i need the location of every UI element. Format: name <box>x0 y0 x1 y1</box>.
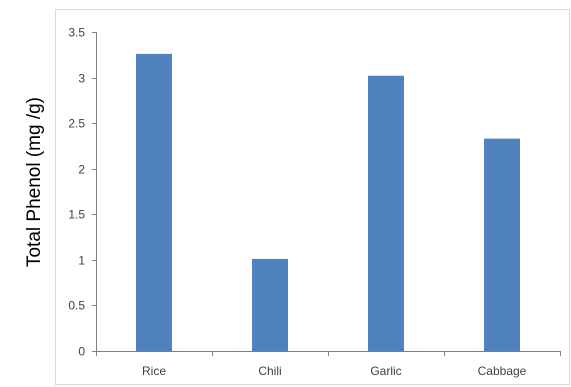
bar-garlic <box>368 75 404 352</box>
y-tick-label: 3.5 <box>68 26 85 40</box>
x-tick-label: Rice <box>142 364 166 378</box>
bar-rice <box>136 53 172 351</box>
ticks-layer: 0 0.5 1 1.5 2 2.5 3 3.5 Rice Chili Garlic Cabbage <box>68 26 561 378</box>
x-tick-label: Cabbage <box>478 364 527 378</box>
x-tick-label: Garlic <box>370 364 401 378</box>
bar-chili <box>252 258 288 351</box>
y-axis-title: Total Phenol (mg /g) <box>24 97 45 267</box>
x-tick-label: Chili <box>258 364 281 378</box>
y-tick-label: 0 <box>78 345 85 359</box>
y-tick-label: 2 <box>78 163 85 177</box>
bar-cabbage <box>484 138 520 351</box>
bars-layer <box>136 53 520 352</box>
y-tick-label: 0.5 <box>68 299 85 313</box>
y-tick-label: 2.5 <box>68 117 85 131</box>
y-tick-label: 1 <box>78 254 85 268</box>
y-tick-label: 3 <box>78 72 85 86</box>
y-tick-label: 1.5 <box>68 208 85 222</box>
